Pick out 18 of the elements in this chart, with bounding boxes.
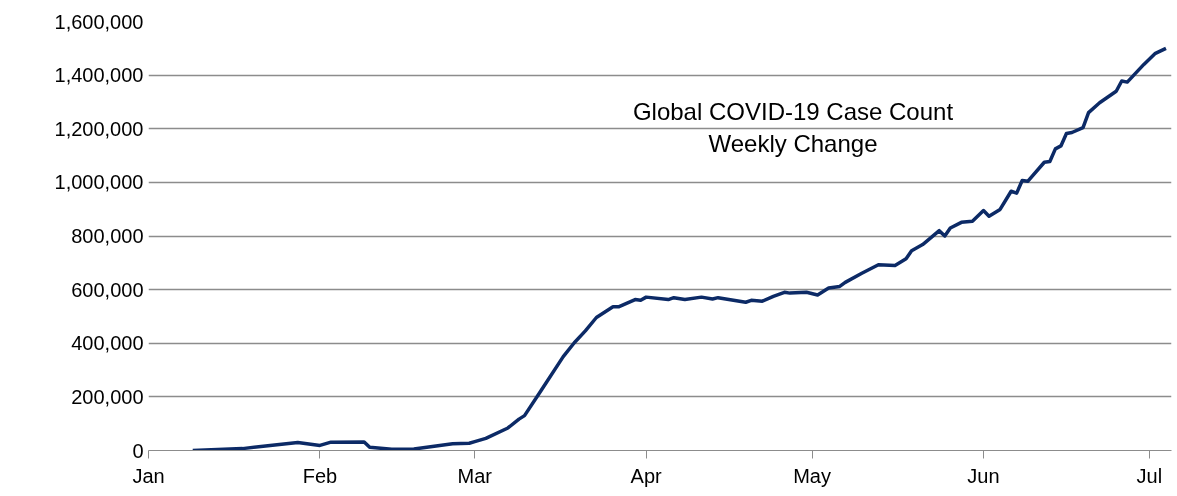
y-tick-label: 1,000,000 [54, 171, 144, 194]
y-tick-label: 1,600,000 [54, 10, 144, 33]
y-tick-label: 400,000 [71, 332, 144, 355]
x-tick-label: Mar [457, 464, 493, 487]
y-tick-label: 1,200,000 [54, 117, 144, 140]
x-tick-label: Jan [132, 464, 165, 487]
x-tick-label: Apr [630, 464, 663, 487]
y-tick-label: 0 [132, 439, 144, 462]
text: Weekly Change [708, 130, 878, 158]
x-tick-label: May [793, 464, 831, 487]
y-tick-label: 1,400,000 [54, 64, 144, 87]
x-tick-label: Jul [1136, 464, 1163, 487]
x-tick-label: Jun [967, 464, 1000, 487]
y-tick-label: 200,000 [71, 385, 144, 408]
x-tick-label: Feb [302, 464, 338, 487]
y-tick-label: 600,000 [71, 278, 144, 301]
y-tick-label: 800,000 [71, 225, 144, 247]
text: Global COVID-19 Case Count [632, 98, 954, 126]
